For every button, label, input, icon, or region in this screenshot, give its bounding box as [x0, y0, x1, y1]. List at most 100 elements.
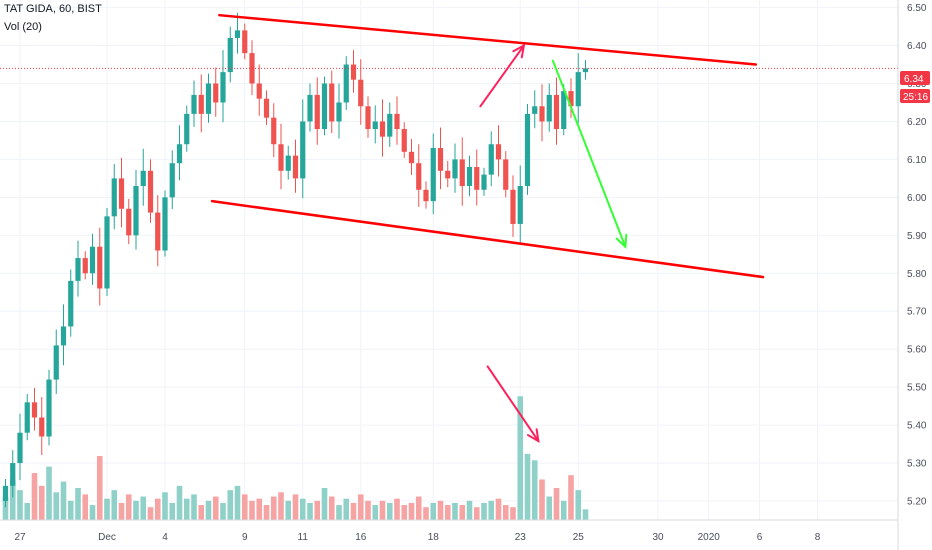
- candle-body: [169, 163, 175, 198]
- candle: [292, 139, 299, 193]
- candle: [466, 155, 473, 197]
- price-badge-background: [900, 71, 930, 85]
- arrow-up-head[interactable]: [512, 43, 526, 59]
- volume-bar: [357, 494, 364, 520]
- volume-legend[interactable]: Vol (20): [4, 21, 42, 33]
- candle: [510, 175, 516, 237]
- x-tick-label: 30: [652, 532, 664, 543]
- candle-body: [416, 163, 422, 190]
- volume-bar: [524, 453, 531, 520]
- candle: [133, 170, 139, 250]
- volume-bar: [176, 485, 183, 520]
- countdown-badge-value: 25:16: [903, 92, 928, 103]
- volume-bar: [191, 494, 197, 520]
- channel-upper-line[interactable]: [218, 13, 758, 66]
- candle-body: [39, 417, 45, 437]
- volume-bar: [459, 505, 466, 520]
- volume-arrow-head[interactable]: [526, 428, 540, 443]
- candle: [271, 103, 277, 158]
- volume-bar: [466, 500, 473, 520]
- candle: [307, 83, 313, 132]
- x-tick-label: 18: [428, 532, 440, 543]
- candle: [561, 84, 567, 136]
- candle-body: [401, 129, 407, 152]
- volume-bar: [452, 502, 458, 520]
- candle-body: [97, 246, 103, 289]
- candle: [568, 78, 574, 118]
- volume-bar: [162, 492, 168, 520]
- symbol-title[interactable]: TAT GIDA, 60, BIST: [4, 3, 102, 15]
- candle-body: [314, 94, 320, 130]
- candle: [242, 23, 248, 60]
- candle: [263, 90, 270, 126]
- candle-body: [474, 167, 480, 190]
- candle-body: [162, 197, 168, 251]
- candle: [532, 90, 538, 129]
- x-tick-label: 4: [162, 532, 168, 543]
- drawings[interactable]: [210, 13, 765, 443]
- candle: [539, 84, 545, 142]
- candle: [285, 145, 291, 180]
- y-tick-label: 6.10: [907, 155, 927, 166]
- y-tick-label: 5.30: [907, 459, 927, 470]
- candle: [184, 105, 190, 152]
- y-tick-label: 5.40: [907, 421, 927, 432]
- candle-body: [191, 94, 197, 114]
- candle: [82, 251, 88, 280]
- candle: [459, 137, 465, 206]
- volume-bar: [198, 505, 205, 520]
- candle: [111, 163, 117, 230]
- candle-body: [126, 208, 132, 236]
- volume-bar: [502, 505, 509, 520]
- candle-body: [568, 91, 574, 107]
- candle-body: [329, 83, 335, 122]
- arrow-down-head[interactable]: [615, 233, 628, 249]
- y-tick-label: 5.90: [907, 231, 927, 242]
- candle-body: [220, 72, 226, 103]
- candle-body: [336, 102, 342, 122]
- volume-bar: [111, 490, 118, 520]
- arrow-down[interactable]: [551, 59, 627, 248]
- candle: [278, 123, 284, 190]
- candle-body: [89, 246, 96, 274]
- candle-body: [300, 121, 306, 179]
- candle: [423, 181, 429, 209]
- volume-bar: [481, 502, 487, 520]
- candle: [321, 76, 328, 136]
- channel-lower-line[interactable]: [210, 199, 765, 279]
- volume-bar: [234, 485, 241, 520]
- volume-bar: [350, 502, 357, 520]
- arrow-up[interactable]: [479, 44, 525, 108]
- candle-body: [437, 148, 444, 171]
- volume-bar: [9, 479, 16, 520]
- candle: [89, 233, 96, 285]
- candle-body: [394, 113, 400, 130]
- volume-bar: [270, 496, 277, 520]
- volume-bar: [292, 494, 299, 520]
- candle-body: [118, 178, 125, 209]
- volume-bar: [17, 490, 23, 520]
- candle-body: [184, 113, 190, 145]
- candle: [220, 50, 226, 123]
- price-badge-value: 6.34: [904, 74, 924, 85]
- candle: [416, 144, 422, 207]
- volume-bar: [539, 479, 545, 520]
- candle: [350, 50, 357, 93]
- candle: [474, 149, 480, 206]
- candle-body: [176, 144, 183, 164]
- x-tick-label: 11: [298, 532, 309, 543]
- x-axis[interactable]: 27 Dec 4 9 11 16 18 23 25 30 2020 6 8: [14, 532, 820, 543]
- candle-body: [321, 83, 328, 130]
- candle-body: [488, 144, 494, 175]
- candle: [17, 413, 23, 481]
- candle: [300, 99, 306, 199]
- volume-arrow[interactable]: [486, 365, 540, 443]
- candle-body: [111, 178, 117, 217]
- candle: [503, 151, 509, 198]
- candle: [176, 125, 183, 181]
- countdown-badge-background: [900, 89, 930, 103]
- candle-body: [10, 463, 16, 486]
- volume-bar: [118, 502, 125, 520]
